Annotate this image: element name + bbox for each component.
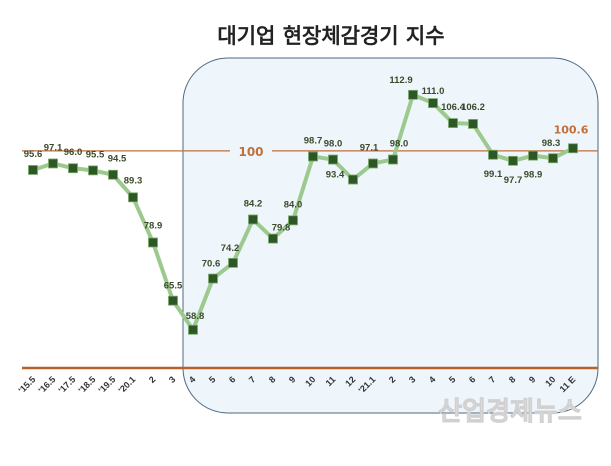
data-label: 97.7 — [504, 175, 523, 186]
data-label: 95.5 — [86, 149, 105, 160]
data-label: 98.0 — [390, 139, 409, 150]
data-point — [148, 237, 158, 248]
x-tick-label: '15.5 — [16, 374, 37, 395]
x-tick-label: '20.1 — [116, 374, 137, 395]
data-point — [348, 174, 358, 185]
reference-line-label: 100 — [238, 145, 263, 159]
x-tick-label: 7 — [247, 374, 258, 385]
data-point — [428, 98, 438, 108]
x-tick-label: 4 — [187, 374, 198, 385]
data-label: 106.4 — [441, 102, 465, 113]
data-label: 74.2 — [221, 243, 240, 254]
data-label: 94.5 — [108, 154, 127, 165]
x-tick-label: 2 — [387, 374, 398, 385]
data-point — [168, 295, 178, 306]
data-label: 98.7 — [304, 136, 323, 147]
data-point — [28, 165, 38, 175]
highlight-box — [182, 57, 599, 414]
data-label: 79.8 — [272, 223, 291, 234]
x-tick-label: '19.5 — [96, 374, 117, 395]
data-point — [128, 192, 138, 203]
data-point — [48, 158, 58, 169]
x-tick-label: 6 — [227, 374, 238, 385]
data-point — [88, 165, 98, 176]
x-tick-label: '17.5 — [56, 374, 77, 395]
watermark: 산업경제뉴스 — [438, 397, 582, 427]
data-point — [108, 169, 118, 180]
data-point — [248, 214, 258, 225]
x-tick-label: 6 — [467, 374, 478, 385]
data-label: 89.3 — [124, 175, 143, 186]
chart-title: 대기업 현장체감경기 지수 — [217, 24, 444, 48]
data-point — [208, 273, 218, 284]
data-label: 97.1 — [44, 142, 63, 153]
data-label: 96.0 — [64, 147, 83, 158]
x-tick-label: 8 — [507, 374, 518, 385]
x-tick-label: '18.5 — [76, 374, 97, 395]
data-label: 65.5 — [164, 281, 183, 292]
data-point — [408, 89, 418, 100]
data-point — [308, 151, 318, 162]
data-label: 78.9 — [144, 220, 163, 231]
x-tick-label: 9 — [527, 374, 538, 385]
data-point — [328, 154, 338, 165]
data-label: 84.2 — [244, 198, 263, 209]
data-point — [448, 118, 458, 128]
data-label: 98.0 — [324, 139, 343, 150]
x-tick-label: 8 — [267, 374, 278, 385]
data-point — [68, 163, 78, 174]
series-line — [32, 92, 574, 332]
data-point — [388, 154, 398, 165]
x-tick-label: '16.5 — [36, 374, 57, 395]
data-label: 93.4 — [326, 170, 345, 181]
data-point — [368, 158, 378, 169]
data-label: 95.6 — [24, 149, 43, 160]
x-tick-label: 3 — [407, 374, 418, 385]
x-tick-label: 5 — [207, 374, 218, 385]
data-label: 106.2 — [461, 102, 485, 113]
x-tick-label: 4 — [427, 374, 438, 385]
x-tick-label: 9 — [287, 374, 298, 385]
data-point — [508, 155, 518, 166]
data-point — [568, 143, 578, 154]
data-point — [288, 215, 298, 226]
data-label: 97.1 — [360, 142, 379, 153]
data-label: 70.6 — [202, 259, 221, 270]
data-point — [268, 233, 278, 244]
x-tick-label: 5 — [447, 374, 458, 385]
x-tick-label: 2 — [147, 374, 158, 385]
data-label: 98.9 — [524, 170, 543, 181]
data-label: 112.9 — [389, 75, 412, 86]
x-tick-label: 7 — [487, 374, 498, 385]
data-point — [488, 149, 498, 160]
data-point — [528, 150, 538, 161]
data-point — [548, 153, 558, 164]
data-point — [228, 258, 238, 268]
data-label: 98.3 — [542, 138, 561, 149]
data-point — [188, 324, 198, 335]
data-point — [468, 119, 478, 129]
data-label: 99.1 — [484, 169, 503, 180]
data-label: 58.8 — [186, 311, 205, 322]
data-label: 84.0 — [284, 199, 303, 210]
x-tick-label: 3 — [167, 374, 178, 385]
data-label: 111.0 — [422, 86, 445, 97]
data-label: 100.6 — [554, 123, 589, 136]
